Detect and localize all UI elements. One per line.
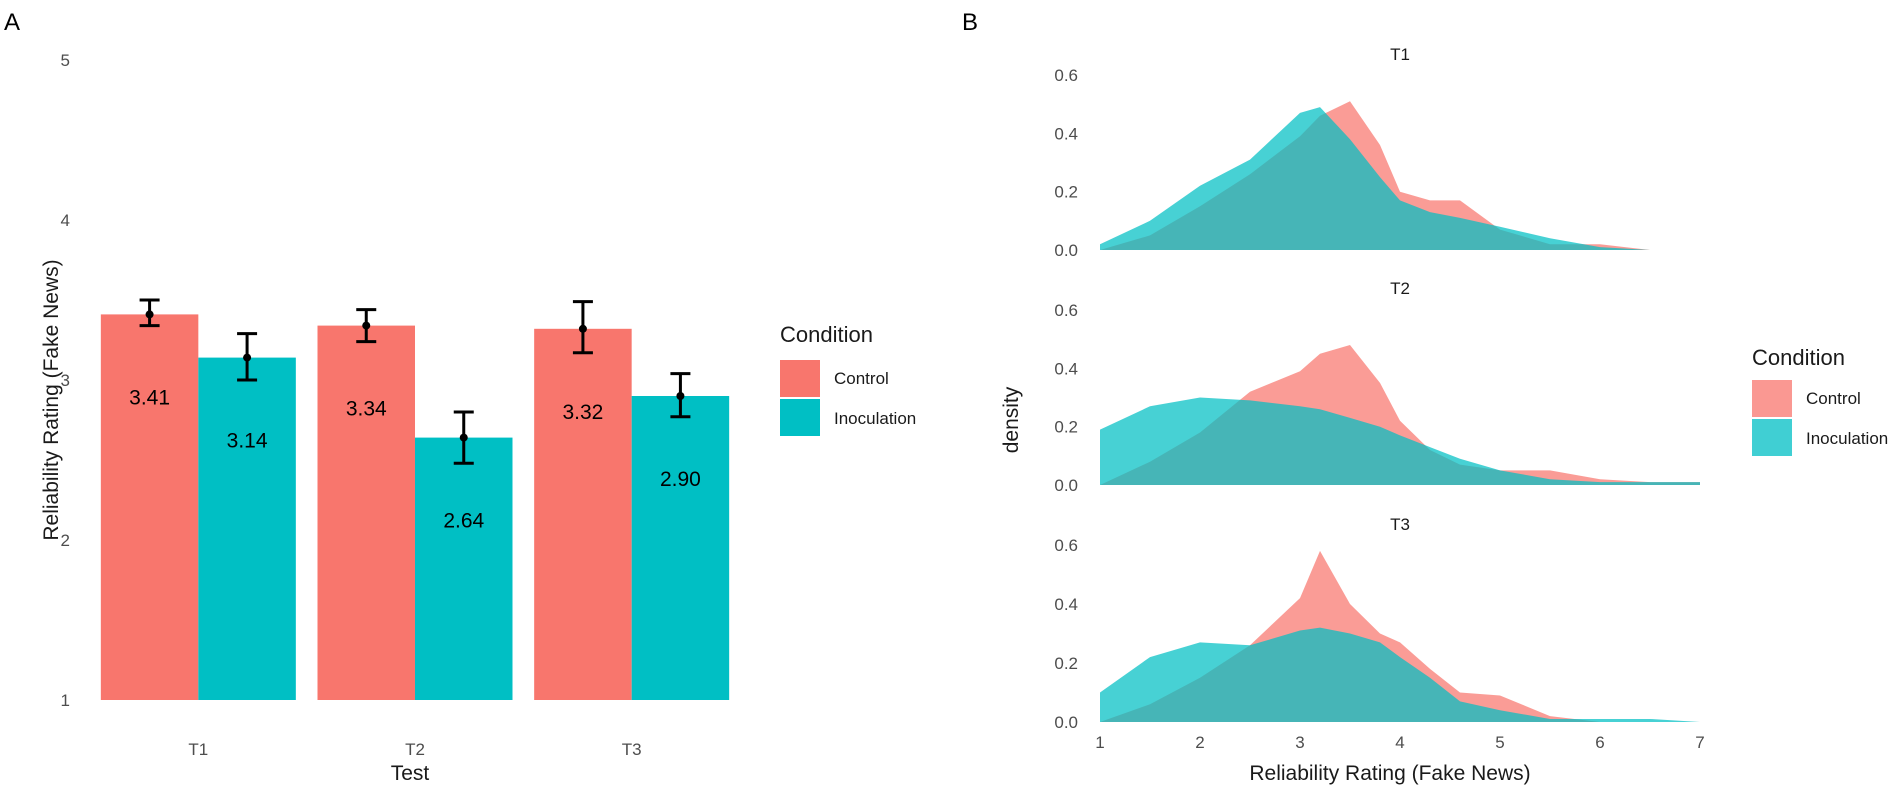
x-tick-label: 4 (1395, 733, 1404, 752)
data-label: 3.32 (562, 401, 603, 424)
y-tick-label: 0.4 (1054, 595, 1078, 614)
mean-point (459, 433, 468, 442)
panel-a-legend: Condition Control Inoculation (780, 322, 916, 436)
facet-T3: T3 0.0 0.2 0.4 0.6 (1054, 515, 1700, 732)
panel-b-legend-swatch-control (1752, 380, 1792, 417)
mean-point (243, 353, 252, 362)
bar (415, 437, 513, 700)
facet-T1: T1 0.0 0.2 0.4 0.6 (1054, 45, 1700, 260)
y-tick-label: 5 (61, 51, 70, 70)
mean-point (145, 310, 154, 319)
panel-b-y-axis-title: density (1000, 386, 1023, 453)
panel-a-bars: 3.41 3.14 3.34 2.64 3.32 2.90 (100, 298, 730, 700)
x-tick-label: 6 (1595, 733, 1604, 752)
panel-b-legend: Condition Control Inoculation (1752, 345, 1888, 456)
facet-label: T3 (1390, 515, 1410, 534)
panel-a-letter: A (4, 9, 20, 36)
y-tick-label: 0.6 (1054, 301, 1078, 320)
y-tick-label: 2 (61, 531, 70, 550)
y-tick-label: 0.0 (1054, 241, 1078, 260)
mean-point (676, 392, 685, 400)
mean-point (362, 321, 371, 330)
y-tick-label: 0.0 (1054, 476, 1078, 495)
data-label: 3.14 (227, 430, 268, 453)
panel-a-legend-swatch-inoculation (780, 399, 820, 436)
panel-a-legend-label-control: Control (834, 369, 889, 388)
y-tick-label: 1 (61, 691, 70, 710)
panel-a-y-axis-title: Reliability Rating (Fake News) (40, 259, 63, 540)
y-tick-label: 0.2 (1054, 418, 1078, 437)
panel-b-legend-label-inoculation: Inoculation (1806, 429, 1888, 448)
bar (317, 325, 415, 700)
y-tick-label: 4 (61, 211, 70, 230)
x-tick-label: 7 (1695, 733, 1704, 752)
density-area (1100, 627, 1700, 722)
density-area (1100, 107, 1700, 250)
y-tick-label: 0.4 (1054, 359, 1078, 378)
y-tick-label: 0.2 (1054, 183, 1078, 202)
bar (100, 314, 199, 700)
x-tick-label: T2 (405, 740, 425, 759)
y-tick-label: 0.0 (1054, 713, 1078, 732)
bar (198, 357, 296, 700)
panel-a-x-ticks: T1 T2 T3 (188, 740, 641, 759)
facet-label: T2 (1390, 279, 1410, 298)
x-tick-label: 2 (1195, 733, 1204, 752)
data-label: 2.90 (660, 468, 701, 491)
panel-a-legend-swatch-control (780, 360, 820, 397)
panel-b-x-axis-title: Reliability Rating (Fake News) (1249, 762, 1530, 785)
panel-a-x-axis-title: Test (391, 762, 430, 785)
data-label: 3.34 (346, 398, 387, 421)
y-tick-label: 0.6 (1054, 536, 1078, 555)
panel-b-legend-swatch-inoculation (1752, 419, 1792, 456)
x-tick-label: 5 (1495, 733, 1504, 752)
panel-a-legend-label-inoculation: Inoculation (834, 409, 916, 428)
x-tick-label: 1 (1095, 733, 1104, 752)
panel-b-legend-title: Condition (1752, 345, 1845, 370)
panel-b-letter: B (962, 9, 978, 36)
panel-b-legend-label-control: Control (1806, 389, 1861, 408)
data-label: 2.64 (443, 510, 484, 533)
x-tick-label: T3 (622, 740, 642, 759)
bar (534, 328, 632, 700)
panel-a-legend-title: Condition (780, 322, 873, 347)
y-tick-label: 0.4 (1054, 124, 1078, 143)
x-tick-label: 3 (1295, 733, 1304, 752)
facet-T2: T2 0.0 0.2 0.4 0.6 (1054, 279, 1700, 495)
panel-b-facets: T1 0.0 0.2 0.4 0.6 T2 0.0 0.2 0.4 0.6 T3 0.0 0.2 0.4 0… (1054, 45, 1700, 732)
panel-b-density-chart: B T1 0.0 0.2 0.4 0.6 T2 0.0 0.2 0.4 0.6 T3 0.0 0.2 0.… (962, 9, 1888, 785)
density-area (1100, 397, 1700, 485)
bar (631, 396, 730, 700)
y-tick-label: 0.2 (1054, 654, 1078, 673)
panel-b-x-ticks: 1 2 3 4 5 6 7 (1095, 733, 1704, 752)
x-tick-label: T1 (188, 740, 208, 759)
panel-a-y-ticks: 1 2 3 4 5 (61, 51, 70, 710)
y-tick-label: 3 (61, 371, 70, 390)
data-label: 3.41 (129, 386, 170, 409)
facet-label: T1 (1390, 45, 1410, 64)
y-tick-label: 0.6 (1054, 66, 1078, 85)
mean-point (578, 324, 587, 333)
